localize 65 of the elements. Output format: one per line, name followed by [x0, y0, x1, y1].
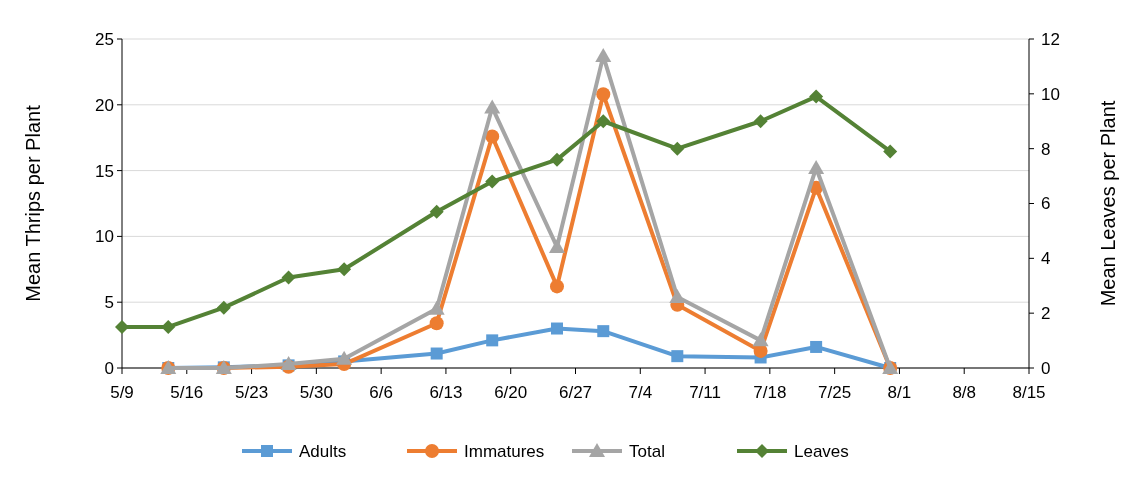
x-tick-label: 6/27 — [558, 383, 593, 402]
y-tick-label: 25 — [95, 29, 114, 49]
y2-tick-label: 6 — [1041, 194, 1051, 214]
y2-tick-label: 0 — [1041, 358, 1051, 378]
y-tick-label: 5 — [104, 293, 114, 313]
x-tick-label: 5/23 — [235, 383, 269, 402]
x-tick-label: 7/4 — [628, 383, 653, 402]
point — [596, 114, 611, 129]
legend-label: Immatures — [464, 441, 545, 461]
point — [597, 325, 610, 338]
y2-tick-label: 4 — [1041, 249, 1051, 269]
point — [216, 300, 231, 315]
y-tick-label: 20 — [95, 95, 114, 115]
x-tick-label: 6/20 — [494, 383, 528, 402]
point — [115, 319, 129, 334]
x-tick-label: 8/8 — [952, 383, 977, 402]
x-tick-label: 6/6 — [369, 383, 393, 402]
legend-label: Leaves — [794, 441, 849, 461]
point — [752, 332, 769, 347]
point — [281, 270, 296, 285]
point — [485, 174, 500, 189]
point — [429, 316, 444, 331]
point — [428, 300, 445, 315]
point — [430, 347, 443, 360]
point — [809, 89, 824, 104]
point — [161, 319, 176, 334]
x-tick-label: 5/30 — [299, 383, 333, 402]
point — [429, 204, 444, 219]
point — [595, 48, 612, 63]
point — [486, 334, 499, 347]
y2-tick-label: 2 — [1041, 304, 1051, 324]
point — [669, 288, 686, 303]
point — [336, 350, 353, 365]
y-tick-label: 0 — [104, 358, 114, 378]
x-tick-label: 8/15 — [1012, 383, 1046, 402]
legend-label: Total — [629, 441, 665, 461]
x-tick-label: 7/11 — [689, 383, 721, 402]
y-axis-title: Mean Thrips per Plant — [22, 104, 44, 302]
y2-tick-label: 12 — [1041, 29, 1060, 49]
y2-axis-title: Mean Leaves per Plant — [1097, 100, 1119, 307]
point — [670, 141, 685, 156]
point — [810, 340, 823, 353]
point — [596, 87, 611, 102]
x-tick-label: 7/18 — [753, 383, 787, 402]
x-tick-label: 7/25 — [818, 383, 852, 402]
y2-tick-label: 10 — [1041, 84, 1060, 104]
x-tick-label: 6/13 — [429, 383, 463, 402]
x-tick-label: 8/1 — [887, 383, 912, 402]
point — [337, 262, 352, 277]
point — [549, 279, 564, 294]
point — [671, 350, 684, 363]
point — [753, 114, 768, 129]
point — [549, 152, 564, 167]
y2-tick-label: 8 — [1041, 139, 1051, 159]
point — [808, 159, 825, 174]
point — [485, 129, 500, 144]
point — [484, 99, 501, 114]
point — [550, 322, 563, 335]
point — [883, 144, 898, 159]
legend-label: Adults — [299, 441, 347, 461]
x-tick-label: 5/9 — [110, 383, 134, 402]
y-tick-label: 10 — [95, 227, 114, 247]
point — [548, 238, 565, 253]
x-tick-label: 5/16 — [170, 383, 204, 402]
y-tick-label: 15 — [95, 161, 114, 181]
